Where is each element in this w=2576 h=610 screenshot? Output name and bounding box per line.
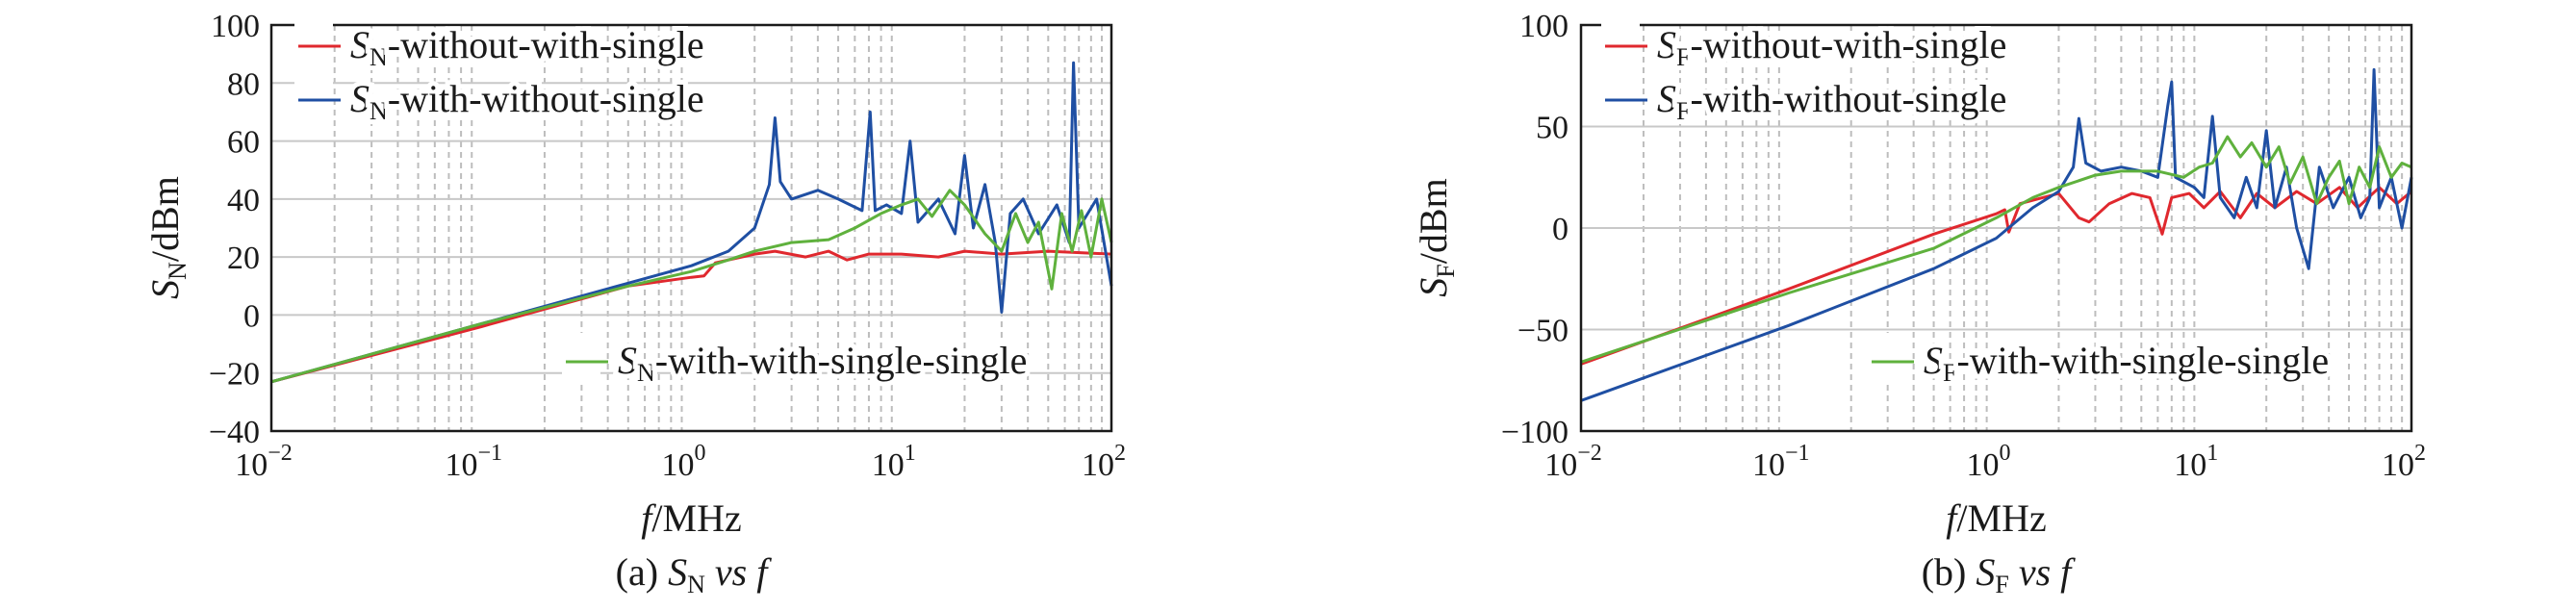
x-tick-label: 10−2 bbox=[1544, 441, 1602, 483]
legend-swatch-bg bbox=[1601, 17, 1640, 67]
series-line-green bbox=[1580, 135, 2412, 364]
legend-swatch-bg bbox=[1868, 333, 1906, 383]
legend-swatch-bg bbox=[294, 17, 333, 67]
legend-label: SF-with-without-single bbox=[1657, 77, 2006, 125]
legend-label: SN-without-with-single bbox=[350, 23, 704, 71]
legend-entry-red: SN-without-with-single bbox=[294, 17, 709, 76]
figure-caption: (a) SN vs f bbox=[616, 550, 773, 598]
x-tick-label: 101 bbox=[872, 441, 916, 483]
series-line-red bbox=[270, 249, 1112, 384]
plot-frame bbox=[269, 23, 1113, 433]
legend-label: SF-without-with-single bbox=[1657, 23, 2006, 71]
legend-entry-green: SN-with-with-single-single bbox=[562, 333, 1032, 392]
y-tick-label: −50 bbox=[1518, 314, 1569, 349]
y-axis-label: SN/dBm bbox=[143, 176, 191, 299]
x-tick-label: 10−1 bbox=[445, 441, 502, 483]
legend-entry-blue: SF-with-without-single bbox=[1601, 71, 2011, 130]
x-tick-label: 100 bbox=[662, 441, 706, 483]
y-tick-label: −100 bbox=[1501, 415, 1569, 450]
series-line-green bbox=[270, 189, 1113, 384]
legend-swatch-bg bbox=[1601, 71, 1640, 121]
y-tick-label: −20 bbox=[209, 357, 260, 393]
y-tick-label: 40 bbox=[227, 183, 260, 218]
legend-entry-red: SF-without-with-single bbox=[1601, 17, 2011, 76]
y-tick-label: −40 bbox=[209, 415, 260, 450]
x-tick-label: 10−2 bbox=[235, 441, 293, 483]
x-tick-label: 102 bbox=[1082, 441, 1126, 483]
x-tick-label: 10−1 bbox=[1752, 441, 1810, 483]
y-tick-label: 0 bbox=[243, 298, 260, 334]
y-tick-label: 50 bbox=[1536, 111, 1569, 146]
y-tick-label: 100 bbox=[211, 9, 260, 44]
horizontal-grid bbox=[1581, 125, 2411, 331]
legend-label: SF-with-with-single-single bbox=[1924, 339, 2329, 387]
figure-caption: (b) SF vs f bbox=[1922, 550, 2076, 598]
y-axis-label: SF/dBm bbox=[1412, 178, 1460, 296]
legend-swatch-bg bbox=[294, 71, 333, 121]
x-tick-label: 102 bbox=[2382, 441, 2426, 483]
x-tick-label: 101 bbox=[2174, 441, 2218, 483]
plot-frame bbox=[1579, 23, 2413, 433]
x-tick-label: 100 bbox=[1967, 441, 2011, 483]
y-tick-label: 0 bbox=[1552, 212, 1569, 247]
y-tick-label: 60 bbox=[227, 125, 260, 161]
y-tick-label: 100 bbox=[1519, 9, 1569, 44]
y-tick-label: 80 bbox=[227, 66, 260, 102]
legend-entry-green: SF-with-with-single-single bbox=[1868, 333, 2334, 392]
legend-label: SN-with-with-single-single bbox=[618, 339, 1027, 387]
legend-swatch-bg bbox=[562, 333, 600, 383]
x-axis-label: f/MHz bbox=[1946, 496, 2046, 540]
series-line-blue bbox=[270, 61, 1113, 384]
horizontal-grid bbox=[271, 82, 1111, 374]
y-tick-label: 20 bbox=[227, 241, 260, 276]
x-axis-label: f/MHz bbox=[641, 496, 741, 540]
legend-entry-blue: SN-with-without-single bbox=[294, 71, 709, 130]
legend-label: SN-with-without-single bbox=[350, 77, 704, 125]
